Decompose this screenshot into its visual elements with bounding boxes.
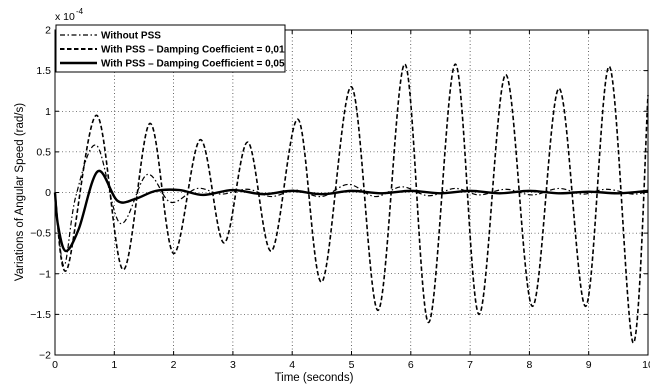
- x-tick-label: 10: [642, 359, 650, 371]
- axis-ticks: 0 1 2 3 4 5 6 7 8 9 10 −2 −1.5 −1 −0.5 0 0.5 1 1.5 2: [30, 25, 650, 372]
- x-tick-label: 8: [526, 359, 532, 371]
- y-tick-label: 0: [45, 187, 51, 199]
- y-tick-label: 1.5: [36, 65, 51, 77]
- series-damping-001: [54, 63, 649, 344]
- legend: Without PSS With PSS – Damping Coefficie…: [55, 24, 286, 73]
- y-multiplier-exponent: -4: [76, 7, 84, 16]
- legend-label-damping-001: With PSS – Damping Coefficient = 0,01: [101, 45, 285, 56]
- y-tick-label: −1: [39, 268, 51, 280]
- y-multiplier-base: x 10: [55, 11, 75, 23]
- y-multiplier: x 10 -4: [55, 7, 84, 23]
- x-tick-label: 4: [289, 359, 295, 371]
- x-tick-label: 7: [467, 359, 473, 371]
- x-tick-label: 9: [586, 359, 592, 371]
- x-axis-title: Time (seconds): [275, 372, 354, 384]
- y-tick-label: 2: [45, 25, 51, 37]
- x-tick-label: 1: [111, 359, 117, 371]
- x-tick-label: 2: [171, 359, 177, 371]
- x-tick-label: 0: [52, 359, 58, 371]
- y-tick-label: 0.5: [36, 146, 51, 158]
- x-tick-label: 3: [230, 359, 236, 371]
- y-tick-label: −2: [39, 350, 51, 362]
- y-axis-title: Variations of Angular Speed (rad/s): [14, 103, 26, 281]
- y-tick-label: −0.5: [30, 228, 51, 240]
- series-damping-005: [53, 169, 649, 253]
- x-tick-label: 6: [408, 359, 414, 371]
- series-without-pss: [54, 144, 649, 267]
- legend-label-damping-005: With PSS – Damping Coefficient = 0,05: [101, 59, 285, 70]
- y-tick-label: −1.5: [30, 309, 51, 321]
- series-lines: [53, 63, 649, 344]
- y-tick-label: 1: [45, 106, 51, 118]
- legend-label-without-pss: Without PSS: [101, 31, 161, 42]
- x-tick-label: 5: [349, 359, 355, 371]
